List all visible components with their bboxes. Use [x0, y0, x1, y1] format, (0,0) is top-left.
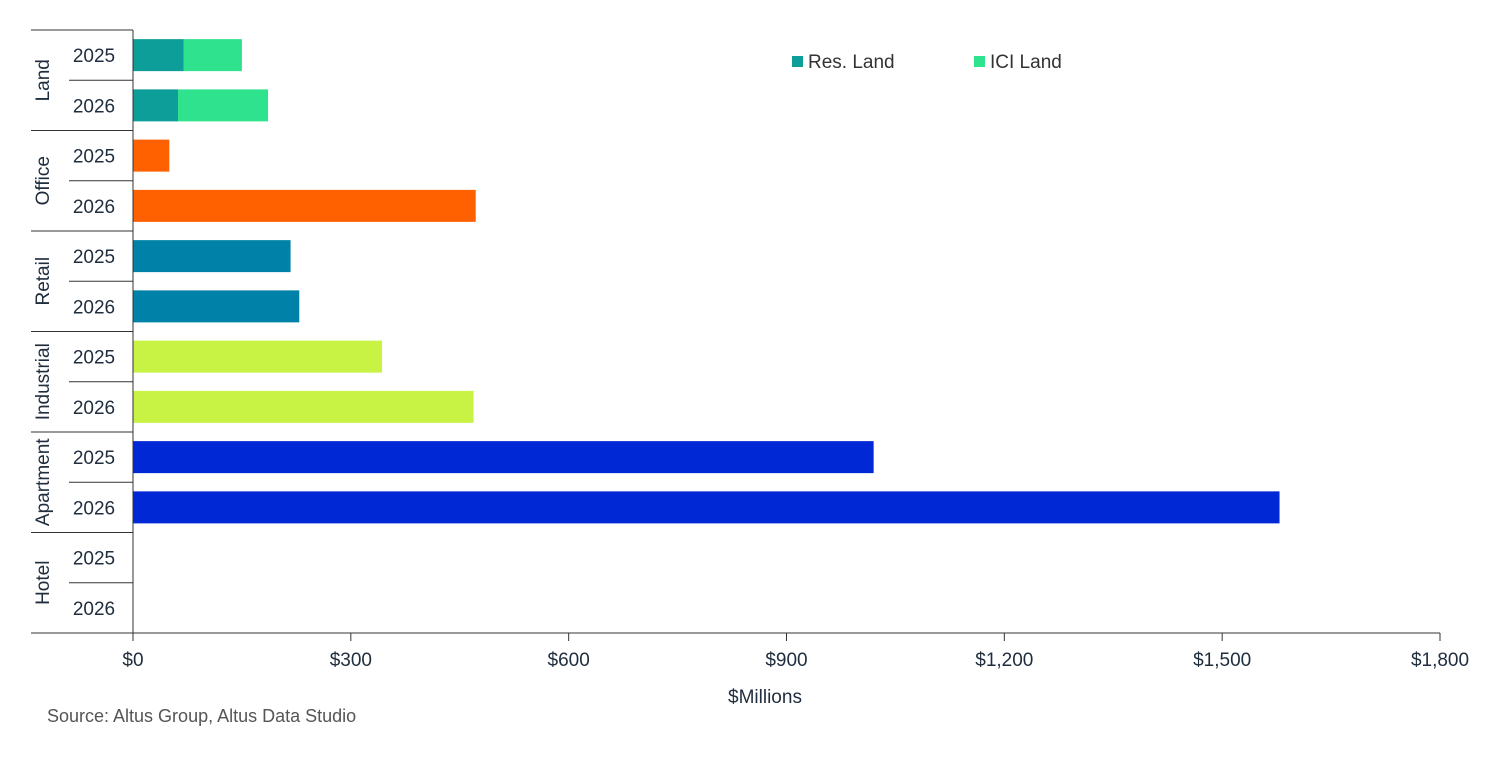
bar-land-2025-ici-land [183, 39, 242, 72]
bar-land-2026-res-land [133, 89, 179, 122]
x-axis-label: $Millions [728, 687, 802, 708]
group-label-office: Office [33, 156, 54, 205]
year-label: 2026 [73, 398, 115, 419]
group-labels: Land Office Retail Industrial Apartment Hotel [33, 59, 54, 605]
year-label: 2025 [73, 448, 115, 469]
legend: Res. Land ICI Land [792, 52, 1062, 73]
bar-industrial-2025 [133, 340, 383, 373]
bar-land-2026-ici-land [178, 89, 269, 122]
x-tick-label: $0 [122, 650, 143, 671]
x-tick-label: $1,800 [1411, 650, 1469, 671]
x-tick-label: $300 [330, 650, 372, 671]
year-label: 2026 [73, 498, 115, 519]
legend-swatch [792, 56, 803, 67]
bar-retail-2025 [133, 240, 291, 273]
year-label: 2026 [73, 297, 115, 318]
x-tick-label: $1,500 [1193, 650, 1251, 671]
legend-swatch [974, 56, 985, 67]
bars [133, 39, 1280, 524]
year-label: 2025 [73, 247, 115, 268]
bar-office-2025 [133, 139, 170, 172]
group-label-retail: Retail [33, 257, 54, 306]
group-label-land: Land [33, 59, 54, 101]
legend-label: Res. Land [808, 52, 895, 73]
group-label-industrial: Industrial [33, 343, 54, 420]
bar-office-2026 [133, 189, 476, 222]
year-label: 2026 [73, 197, 115, 218]
bar-apartment-2025 [133, 441, 874, 474]
x-tick-label: $600 [548, 650, 590, 671]
year-label: 2025 [73, 46, 115, 67]
bar-apartment-2026 [133, 491, 1280, 524]
x-tick-label: $1,200 [975, 650, 1033, 671]
group-label-hotel: Hotel [33, 561, 54, 605]
group-label-apartment: Apartment [33, 438, 54, 526]
year-label: 2025 [73, 147, 115, 168]
bar-land-2025-res-land [133, 39, 184, 72]
year-label: 2025 [73, 348, 115, 369]
x-tick-labels: $0 $300 $600 $900 $1,200 $1,500 $1,800 [122, 650, 1469, 671]
axes [31, 29, 1441, 641]
bar-retail-2026 [133, 290, 300, 323]
year-label: 2025 [73, 549, 115, 570]
legend-label: ICI Land [990, 52, 1062, 73]
year-labels: 2025 2026 2025 2026 2025 2026 2025 2026 2025 2026… [73, 46, 115, 620]
source-note: Source: Altus Group, Altus Data Studio [47, 706, 356, 726]
year-label: 2026 [73, 96, 115, 117]
year-label: 2026 [73, 599, 115, 620]
bar-industrial-2026 [133, 390, 474, 423]
x-tick-label: $900 [765, 650, 807, 671]
